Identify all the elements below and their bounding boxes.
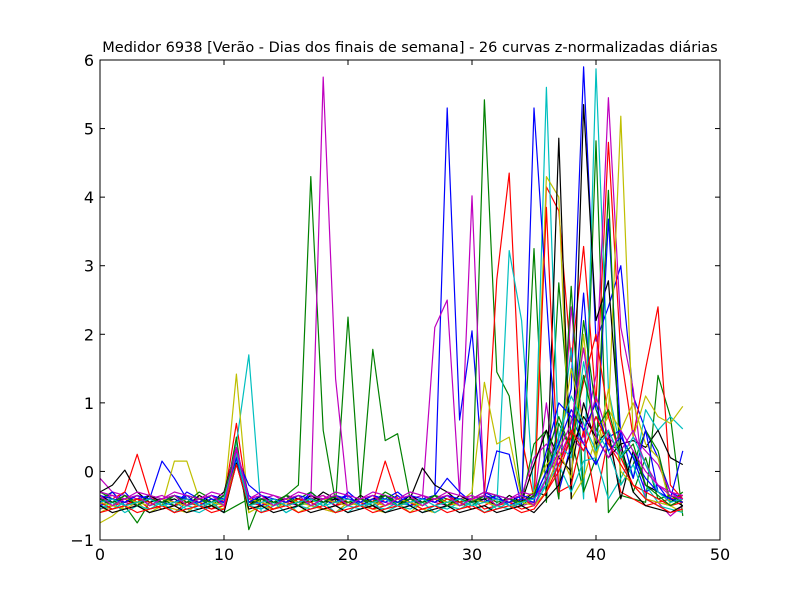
- series-line-24: [99, 416, 683, 514]
- series-group: [99, 66, 684, 531]
- y-tick-label: −1: [70, 531, 94, 550]
- y-tick-label: 1: [84, 394, 94, 413]
- y-tick-label: 2: [84, 325, 94, 344]
- series-line-19: [99, 395, 683, 500]
- x-tick-label: 40: [586, 545, 606, 564]
- x-tick-label: 30: [462, 545, 482, 564]
- series-line-26: [99, 347, 683, 507]
- series-line-21: [99, 416, 684, 514]
- y-tick-label: 0: [84, 462, 94, 481]
- series-line-11: [99, 453, 684, 514]
- x-tick-label: 50: [710, 545, 730, 564]
- chart-title: Medidor 6938 [Verão - Dias dos finais de…: [102, 40, 717, 56]
- x-tick-label: 10: [214, 545, 234, 564]
- series-line-18: [99, 361, 683, 514]
- y-tick-label: 3: [84, 257, 94, 276]
- y-tick-label: 6: [84, 51, 94, 70]
- series-line-9: [99, 189, 684, 531]
- x-tick-label: 20: [338, 545, 358, 564]
- x-tick-label: 0: [95, 545, 105, 564]
- y-tick-label: 4: [84, 188, 94, 207]
- plot-frame: [99, 59, 721, 541]
- y-tick-label: 5: [84, 120, 94, 139]
